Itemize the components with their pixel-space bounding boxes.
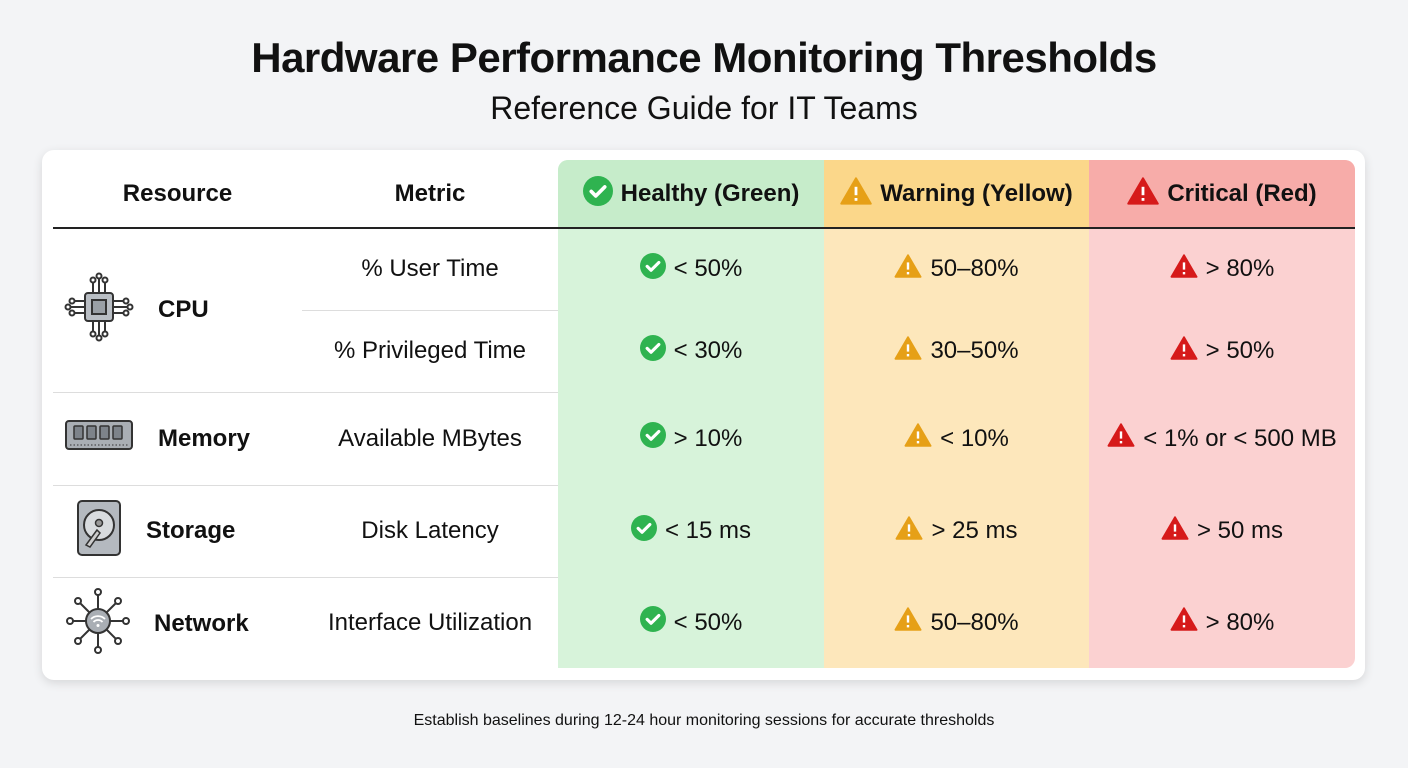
row-divider [53,577,558,578]
row-divider [302,310,558,311]
resource-cpu: CPU [64,272,209,349]
row-divider [53,485,558,486]
cell-critical: > 50% [1089,310,1355,392]
header-healthy: Healthy (Green) [558,160,824,228]
metric-value: % User Time [361,255,499,282]
warning-value: 30–50% [930,337,1019,364]
cell-metric: Available MBytes [302,392,558,485]
cell-warning: 30–50% [824,310,1089,392]
healthy-value: < 30% [673,337,743,364]
cell-healthy: < 50% [558,228,824,310]
warning-triangle-icon [1161,515,1189,547]
warning-triangle-icon [840,176,873,212]
metric-value: % Privileged Time [333,337,527,364]
header-warning: Warning (Yellow) [824,160,1089,228]
cell-critical: > 50 ms [1089,485,1355,577]
critical-value: < 1% or < 500 MB [1143,424,1337,452]
check-circle-icon [639,334,666,368]
cell-critical: > 80% [1089,577,1355,668]
row-divider [53,392,558,393]
warning-triangle-icon [904,423,932,454]
cell-critical: > 80% [1089,228,1355,310]
cell-healthy: < 50% [558,577,824,668]
resource-label: Memory [158,425,251,452]
check-circle-icon [639,422,666,455]
warning-triangle-icon [1107,423,1135,454]
cell-critical: < 1% or < 500 MB [1089,392,1355,485]
header-metric: Metric [394,180,466,207]
cell-healthy: > 10% [558,392,824,485]
critical-value: > 50% [1205,337,1275,364]
healthy-column [558,160,824,668]
resource-memory: Memory [64,418,250,460]
metric-value: Interface Utilization [327,608,533,636]
cpu-chip-icon [64,272,134,349]
cell-metric: % User Time [302,228,558,310]
cell-healthy: < 15 ms [558,485,824,577]
header-critical: Critical (Red) [1089,160,1355,228]
check-circle-icon [582,175,613,213]
header-resource: Resource [122,180,233,207]
warning-value: 50–80% [930,255,1019,282]
warning-triangle-icon [894,253,922,285]
cell-metric: Disk Latency [302,485,558,577]
warning-value: < 10% [940,424,1009,452]
resource-label: Storage [146,517,236,544]
critical-value: > 50 ms [1196,517,1284,544]
warning-triangle-icon [1170,607,1198,638]
page-title: Hardware Performance Monitoring Threshol… [251,34,1157,81]
resource-network: Network [66,587,249,656]
healthy-value: > 10% [673,424,743,452]
warning-triangle-icon [895,515,923,547]
warning-triangle-icon [1170,335,1198,367]
cell-warning: < 10% [824,392,1089,485]
cell-healthy: < 30% [558,310,824,392]
hard-drive-icon [76,499,122,564]
ram-module-icon [64,419,134,460]
header-warning-label: Warning (Yellow) [880,180,1073,207]
critical-value: > 80% [1205,255,1275,282]
cell-metric: % Privileged Time [302,310,558,392]
resource-storage: Storage [76,499,236,560]
warning-header-bg [824,160,1089,228]
warning-value: > 25 ms [931,517,1018,544]
header-healthy-label: Healthy (Green) [620,180,800,207]
warning-triangle-icon [894,335,922,367]
metric-value: Disk Latency [361,517,499,544]
page-subtitle: Reference Guide for IT Teams [490,90,918,126]
header-divider [53,227,1355,229]
header-critical-label: Critical (Red) [1167,180,1317,207]
cell-warning: 50–80% [824,228,1089,310]
resource-label: Network [154,610,249,637]
metric-value: Available MBytes [338,424,522,452]
network-hub-icon [66,587,130,661]
warning-column [824,160,1089,668]
warning-triangle-icon [1127,176,1160,212]
critical-value: > 80% [1205,608,1275,636]
cell-warning: > 25 ms [824,485,1089,577]
cell-metric: Interface Utilization [302,577,558,668]
healthy-value: < 15 ms [664,517,752,544]
warning-triangle-icon [894,607,922,638]
check-circle-icon [639,252,666,286]
footer-note: Establish baselines during 12-24 hour mo… [413,712,995,729]
healthy-value: < 50% [673,608,743,636]
resource-label: CPU [158,296,209,323]
cell-warning: 50–80% [824,577,1089,668]
healthy-value: < 50% [673,255,743,282]
warning-triangle-icon [1170,253,1198,285]
critical-column [1089,160,1355,668]
check-circle-icon [639,606,666,639]
check-circle-icon [630,514,657,548]
warning-value: 50–80% [930,608,1019,636]
